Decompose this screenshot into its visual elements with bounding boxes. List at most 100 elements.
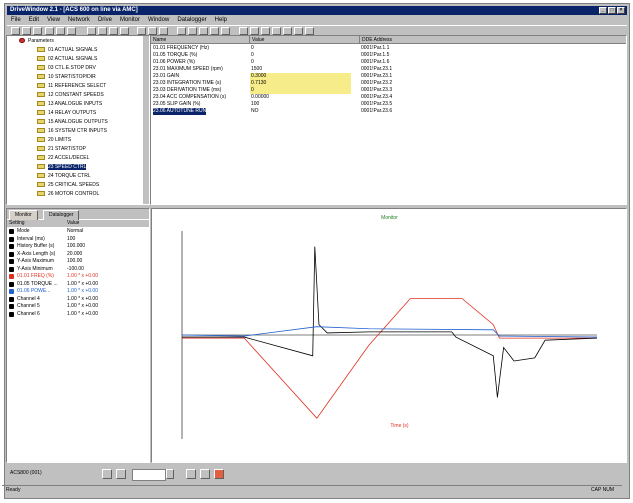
toolbar-button[interactable] <box>221 27 230 35</box>
menu-item[interactable]: Edit <box>28 17 40 23</box>
parameter-row[interactable]: 01.05 TORQUE (%) 0 0001!Par.1.5 <box>151 52 626 59</box>
tree-item[interactable]: 20 LIMITS <box>37 137 71 144</box>
setting-value[interactable]: 100.00 <box>67 258 83 264</box>
toolbar-button[interactable] <box>199 27 208 35</box>
setting-value[interactable]: 1.00 * x +0.00 <box>67 280 98 287</box>
drive-stop-button[interactable] <box>116 469 126 479</box>
toolbar-button[interactable] <box>159 27 168 35</box>
tree-item[interactable]: 24 TORQUE CTRL <box>37 173 91 180</box>
monitor-setting-row[interactable]: 01.06 POWE... 1.00 * x +0.00 <box>7 288 149 295</box>
tab-datalogger[interactable]: Datalogger <box>43 210 80 220</box>
parameter-row[interactable]: 01.06 POWER (%) 0 0001!Par.1.6 <box>151 59 626 66</box>
monitor-setting-row[interactable]: History Buffer (s) 100.000 <box>7 243 149 250</box>
toolbar-button[interactable] <box>120 27 129 35</box>
param-value[interactable]: 0.3000 <box>250 73 351 80</box>
tree-item[interactable]: 23 SPEED CTRL <box>37 164 87 171</box>
toolbar-button[interactable] <box>272 27 281 35</box>
toolbar-button[interactable] <box>148 27 157 35</box>
tree-item[interactable]: 14 RELAY OUTPUTS <box>37 110 96 117</box>
toolbar-button[interactable] <box>305 27 314 35</box>
parameter-row[interactable]: 01.01 FREQUENCY (Hz) 0 0001!Par.1.1 <box>151 45 626 52</box>
toolbar-button[interactable] <box>283 27 292 35</box>
parameter-row[interactable]: 23.01 GAIN 0.3000 0001!Par.23.1 <box>151 73 626 80</box>
reference-input[interactable] <box>132 469 166 481</box>
menu-item[interactable]: Datalogger <box>177 17 207 23</box>
menu-item[interactable]: Drive <box>97 17 112 23</box>
header-value[interactable]: Value <box>250 36 360 44</box>
drive-reset-button[interactable] <box>186 469 196 479</box>
monitor-setting-row[interactable]: 01.05 TORQUE ... 1.00 * x +0.00 <box>7 281 149 288</box>
tree-item[interactable]: 02 ACTUAL SIGNALS <box>37 56 97 63</box>
maximize-button[interactable]: □ <box>608 7 616 14</box>
setting-value[interactable]: Normal <box>67 228 84 234</box>
setting-value[interactable]: 1.00 * x +0.00 <box>67 303 98 309</box>
toolbar-button[interactable] <box>294 27 303 35</box>
monitor-setting-row[interactable]: Channel 5 1.00 * x +0.00 <box>7 303 149 310</box>
param-value[interactable]: 0 <box>251 45 254 51</box>
drive-fault-button[interactable] <box>214 469 224 479</box>
parameter-row[interactable]: 23.03 INTEGRATION TIME (s) 0.7130 0001!Par… <box>151 80 626 87</box>
monitor-setting-row[interactable]: Channel 4 1.00 * x +0.00 <box>7 296 149 303</box>
menu-item[interactable]: File <box>11 17 21 23</box>
setting-value[interactable]: 100 <box>67 235 76 242</box>
parameter-row[interactable]: 23.01 MAXIMUM SPEED (rpm) 1500 0001!Par.23… <box>151 66 626 73</box>
param-value[interactable]: 1500 <box>251 66 263 72</box>
toolbar-button[interactable] <box>261 27 270 35</box>
toolbar-button[interactable] <box>22 27 31 35</box>
tree-item[interactable]: 12 CONSTANT SPEEDS <box>37 92 104 99</box>
reference-spin-button[interactable] <box>166 469 174 479</box>
toolbar-button[interactable] <box>250 27 259 35</box>
param-value[interactable]: 0 <box>251 59 254 65</box>
tree-item[interactable]: 01 ACTUAL SIGNALS <box>37 47 97 54</box>
tree-item[interactable]: 16 SYSTEM CTR INPUTS <box>37 128 107 135</box>
toolbar-button[interactable] <box>137 27 146 35</box>
toolbar-button[interactable] <box>98 27 107 35</box>
toolbar-button[interactable] <box>177 27 186 35</box>
menu-item[interactable]: View <box>47 17 60 23</box>
setting-value[interactable]: 1.00 * x +0.00 <box>67 273 98 279</box>
close-button[interactable]: × <box>617 7 625 14</box>
menu-item[interactable]: Help <box>214 17 228 23</box>
monitor-setting-row[interactable]: 01.01 FREQ (%) 1.00 * x +0.00 <box>7 273 149 280</box>
param-value[interactable]: NO <box>251 108 259 114</box>
tree-item[interactable]: 25 CRITICAL SPEEDS <box>37 182 99 189</box>
tree-item[interactable]: 03 CTL.E.STOP DRV <box>37 65 96 72</box>
toolbar-button[interactable] <box>33 27 42 35</box>
menu-item[interactable]: Window <box>147 17 170 23</box>
drive-play-button[interactable] <box>102 469 112 479</box>
toolbar-button[interactable] <box>109 27 118 35</box>
monitor-setting-row[interactable]: Interval (ms) 100 <box>7 236 149 243</box>
toolbar-button[interactable] <box>67 27 76 35</box>
drive-start-button[interactable] <box>200 469 210 479</box>
monitor-setting-row[interactable]: X-Axis Length (s) 20.000 <box>7 251 149 258</box>
param-value[interactable]: 0.00000 <box>251 94 270 100</box>
tree-scrollbar[interactable] <box>143 36 149 204</box>
toolbar-button[interactable] <box>239 27 248 35</box>
param-value[interactable]: 0.7130 <box>250 80 351 87</box>
setting-value[interactable]: 20.000 <box>67 250 83 257</box>
monitor-setting-row[interactable]: Mode Normal <box>7 228 149 235</box>
minimize-button[interactable]: _ <box>599 7 607 14</box>
parameter-row[interactable]: 23.06 AUTOTUNE RUN NO 0001!Par.23.6 <box>151 108 626 115</box>
menu-item[interactable]: Network <box>67 17 90 23</box>
setting-value[interactable]: 100.000 <box>67 243 86 249</box>
menu-item[interactable]: Monitor <box>119 17 140 23</box>
monitor-setting-row[interactable]: Channel 6 1.00 * x +0.00 <box>7 311 149 318</box>
tree-item[interactable]: 15 ANALOGUE OUTPUTS <box>37 119 108 126</box>
tab-monitor[interactable]: Monitor <box>9 210 38 220</box>
monitor-setting-row[interactable]: Y-Axis Minimum -100.00 <box>7 266 149 273</box>
header-dde-address[interactable]: DDE Address <box>360 36 626 44</box>
tree-item[interactable]: 11 REFERENCE SELECT <box>37 83 106 90</box>
setting-value[interactable]: 1.00 * x +0.00 <box>67 288 98 294</box>
tree-item[interactable]: 21 START/STOP <box>37 146 86 153</box>
tree-item[interactable]: 26 MOTOR CONTROL <box>37 191 99 198</box>
tree-item[interactable]: 13 ANALOGUE INPUTS <box>37 101 102 108</box>
header-name[interactable]: Name <box>151 36 250 44</box>
tree-item[interactable]: 10 START/STOP/DIR <box>37 74 96 81</box>
param-value[interactable]: 100 <box>251 101 260 107</box>
monitor-setting-row[interactable]: Y-Axis Maximum 100.00 <box>7 258 149 265</box>
tree-item[interactable]: 22 ACCEL/DECEL <box>37 155 89 162</box>
toolbar-button[interactable] <box>188 27 197 35</box>
tree-root-parameters[interactable]: Parameters <box>19 38 54 45</box>
toolbar-button[interactable] <box>45 27 54 35</box>
